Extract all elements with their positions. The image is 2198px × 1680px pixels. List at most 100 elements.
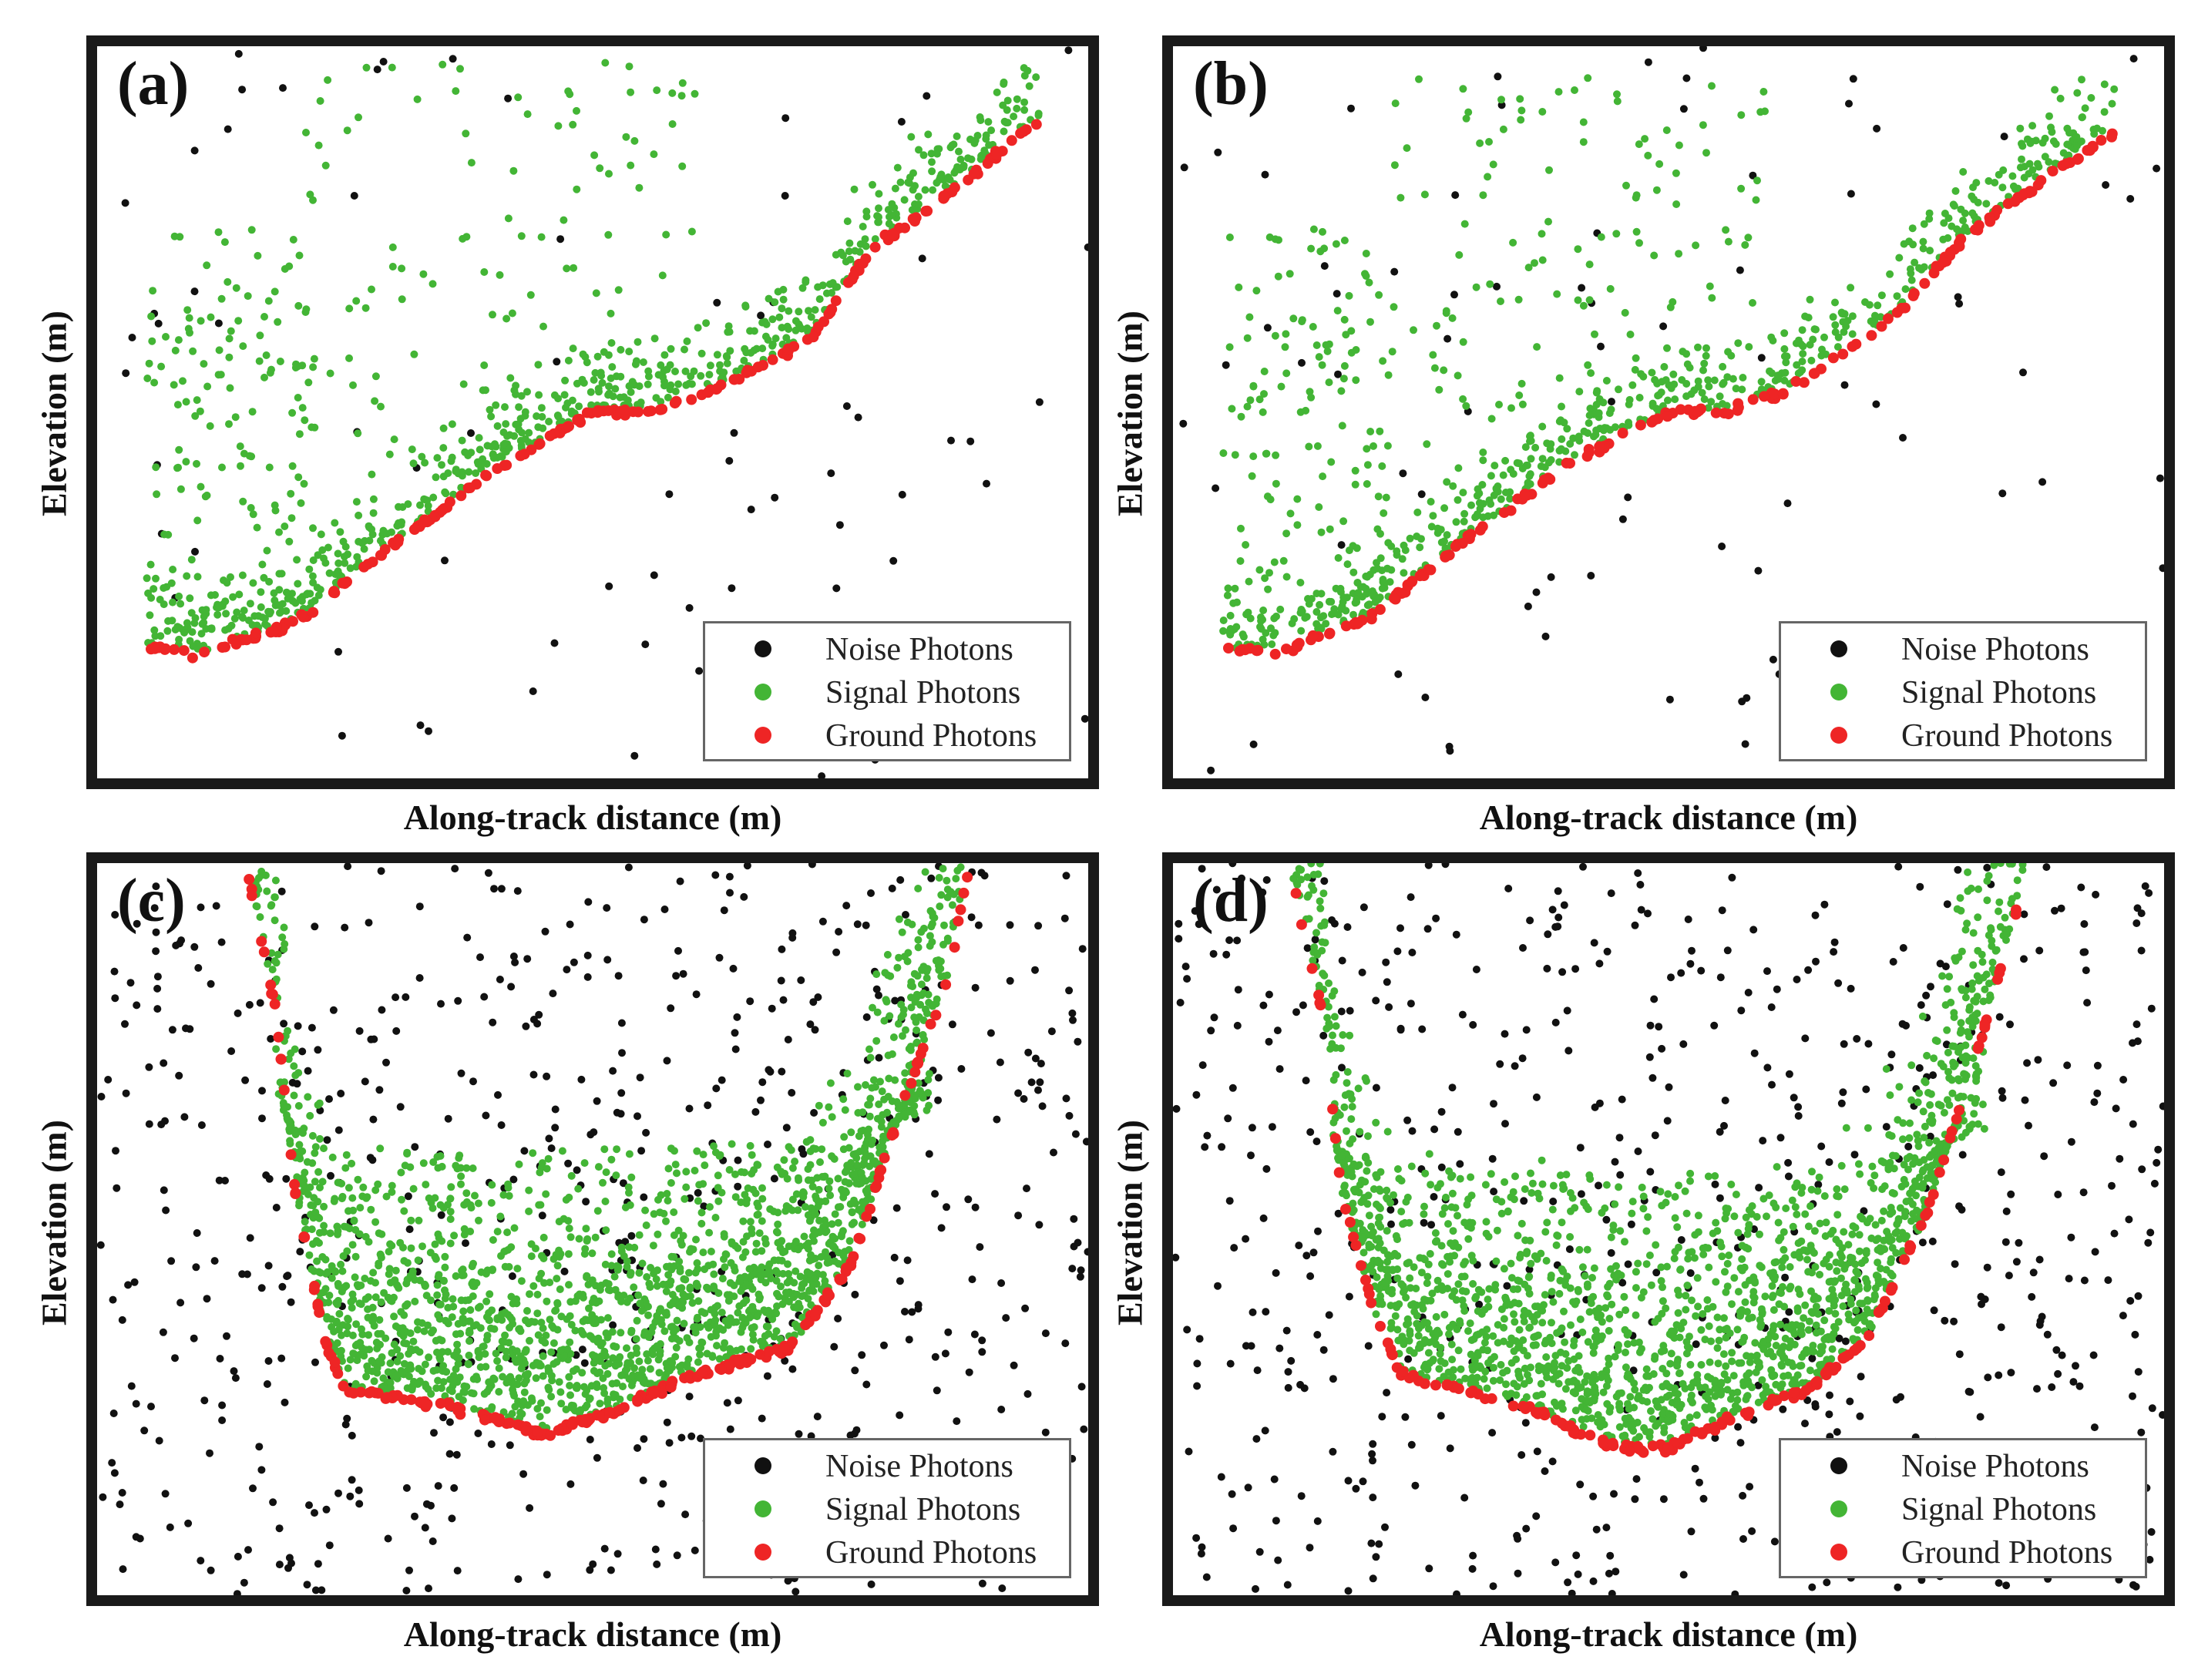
- signal-photon: [487, 412, 496, 421]
- ground-photon: [443, 1397, 455, 1409]
- signal-photon: [676, 1264, 684, 1272]
- signal-photon: [919, 1030, 927, 1039]
- signal-photon: [1635, 239, 1643, 247]
- signal-photon: [307, 1201, 315, 1209]
- signal-photon: [1558, 402, 1565, 411]
- signal-photon: [859, 1108, 867, 1117]
- noise-photon: [1006, 976, 1014, 985]
- noise-photon: [657, 1500, 665, 1508]
- signal-photon: [1722, 402, 1731, 410]
- signal-photon: [607, 1250, 616, 1258]
- signal-photon: [670, 1147, 678, 1155]
- signal-photon: [1497, 96, 1505, 104]
- signal-photon: [538, 412, 546, 421]
- noise-photon: [223, 1332, 230, 1340]
- noise-photon: [692, 990, 701, 999]
- noise-photon: [167, 1257, 176, 1265]
- noise-photon: [110, 967, 119, 976]
- signal-photon: [734, 1309, 742, 1317]
- signal-photon: [1479, 449, 1487, 456]
- signal-photon: [2025, 170, 2033, 178]
- signal-photon: [865, 1112, 874, 1121]
- signal-photon: [1435, 385, 1443, 394]
- noise-photon: [677, 1433, 686, 1442]
- signal-photon: [504, 1180, 513, 1188]
- signal-photon: [1683, 360, 1692, 368]
- noise-photon: [1080, 1425, 1088, 1433]
- signal-photon: [630, 1243, 639, 1252]
- noise-photon: [130, 1278, 139, 1286]
- signal-photon: [571, 1326, 580, 1335]
- signal-photon: [294, 1102, 303, 1110]
- noise-photon: [1084, 243, 1088, 251]
- noise-photon: [258, 1114, 266, 1123]
- signal-photon: [1759, 88, 1768, 96]
- signal-photon: [879, 1143, 887, 1151]
- signal-photon: [1318, 361, 1326, 369]
- signal-marker-icon: [755, 684, 771, 701]
- ground-photon: [581, 407, 593, 418]
- signal-photon: [517, 232, 526, 240]
- signal-photon: [1272, 479, 1280, 488]
- signal-photon: [143, 375, 152, 382]
- scatter-plot: [97, 863, 1088, 1595]
- signal-photon: [1327, 458, 1336, 466]
- signal-photon: [567, 1321, 576, 1329]
- signal-photon: [563, 264, 571, 273]
- noise-photon: [811, 1026, 819, 1034]
- signal-photon: [616, 393, 624, 402]
- signal-photon: [604, 351, 613, 359]
- signal-photon: [925, 1070, 933, 1078]
- signal-photon: [374, 1180, 382, 1188]
- noise-photon: [777, 976, 785, 985]
- signal-photon: [1490, 511, 1498, 519]
- signal-photon: [1538, 455, 1547, 463]
- ground-photon: [481, 470, 492, 482]
- signal-photon: [1298, 318, 1306, 326]
- signal-photon: [1671, 395, 1679, 404]
- noise-photon: [723, 1399, 731, 1407]
- noise-photon: [277, 1354, 286, 1362]
- signal-photon: [1847, 284, 1855, 292]
- noise-photon: [543, 1072, 551, 1080]
- signal-photon: [453, 1340, 462, 1349]
- signal-photon: [435, 1315, 444, 1323]
- signal-photon: [1558, 435, 1566, 443]
- signal-photon: [923, 974, 931, 983]
- signal-photon: [1353, 544, 1361, 553]
- signal-photon: [421, 459, 429, 467]
- signal-photon: [946, 888, 954, 896]
- noise-photon: [118, 1315, 126, 1324]
- ground-photon: [489, 1413, 501, 1424]
- signal-photon: [418, 1367, 426, 1376]
- signal-photon: [801, 1203, 809, 1211]
- signal-photon: [909, 169, 917, 177]
- signal-photon: [331, 1268, 340, 1276]
- signal-photon: [892, 1121, 900, 1129]
- signal-photon: [1272, 451, 1280, 459]
- signal-photon: [668, 89, 677, 97]
- signal-photon: [1476, 505, 1484, 513]
- signal-photon: [748, 1151, 756, 1159]
- signal-photon: [894, 1100, 902, 1109]
- noise-photon: [676, 877, 684, 885]
- signal-photon: [627, 388, 635, 396]
- signal-photon: [1657, 388, 1665, 397]
- signal-photon: [462, 1164, 471, 1172]
- signal-photon: [1375, 291, 1383, 299]
- signal-photon: [597, 1315, 605, 1324]
- signal-photon: [612, 1342, 620, 1351]
- signal-photon: [565, 1281, 573, 1289]
- signal-photon: [511, 1403, 519, 1411]
- signal-photon: [936, 173, 945, 181]
- signal-photon: [223, 277, 232, 286]
- ground-photon: [393, 533, 405, 545]
- signal-photon: [656, 1208, 664, 1217]
- signal-photon: [1383, 442, 1392, 450]
- signal-photon: [1279, 556, 1288, 565]
- noise-photon: [375, 1086, 384, 1094]
- signal-photon: [207, 624, 216, 633]
- signal-photon: [1669, 370, 1678, 378]
- signal-photon: [529, 1149, 537, 1158]
- noise-photon: [1446, 747, 1454, 755]
